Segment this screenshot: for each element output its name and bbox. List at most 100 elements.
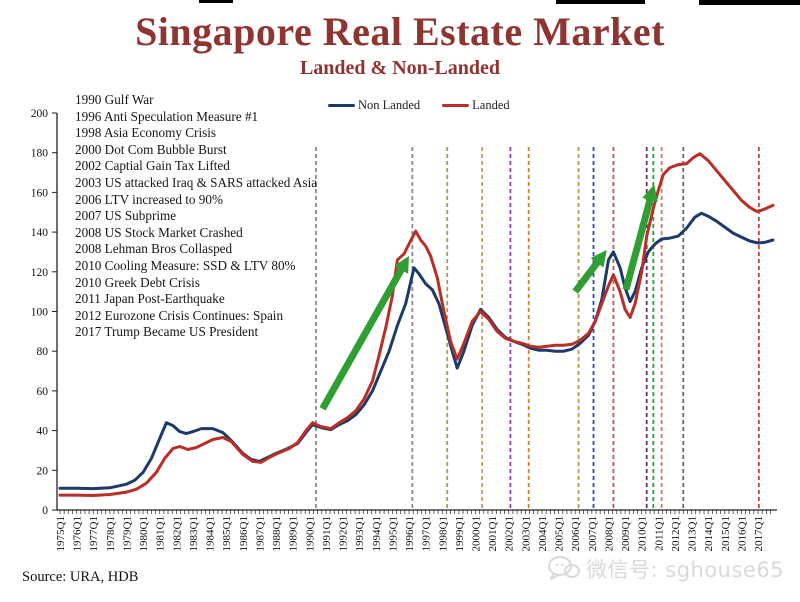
x-tick-label: 1999Q1 [454, 516, 466, 551]
event-item: 1990 Gulf War [75, 92, 154, 107]
x-tick-label: 2000Q1 [471, 516, 483, 551]
x-tick-label: 1996Q1 [404, 516, 416, 551]
x-tick-label: 2001Q1 [487, 516, 499, 551]
y-tick-label: 180 [31, 148, 49, 160]
y-tick-label: 100 [31, 307, 49, 319]
event-lines [315, 147, 760, 509]
y-tick-label: 80 [37, 346, 49, 358]
x-tick-label: 1990Q1 [304, 516, 316, 551]
trend-arrow-head [590, 249, 607, 268]
x-tick-label: 1984Q1 [205, 516, 217, 551]
x-tick-label: 1987Q1 [254, 516, 266, 551]
trend-arrow-shaft [319, 265, 406, 411]
x-tick-label: 1994Q1 [371, 516, 383, 551]
x-tick-label: 2013Q1 [687, 516, 699, 551]
event-item: 2007 US Subprime [75, 208, 177, 224]
x-tick-label: 2009Q1 [620, 516, 632, 551]
x-tick-label: 1985Q1 [221, 516, 233, 551]
y-tick-labels: 0 20 40 60 80 100 120 140 160 180 200 [31, 108, 57, 517]
y-tick-label: 140 [31, 227, 49, 239]
watermark: 微信号: sghouse65 [548, 554, 784, 584]
event-item: 2012 Eurozone Crisis Continues: Spain [75, 307, 284, 323]
trend-arrow-head [642, 184, 658, 202]
trend-arrows [319, 184, 658, 411]
x-tick-label: 1991Q1 [321, 516, 333, 551]
non-landed-line-swatch [328, 103, 355, 108]
x-tick-labels: 1975Q1 1976Q1 1977Q1 1978Q1 1979Q1 1980Q1 1981… [55, 516, 765, 551]
event-item: 2010 Cooling Measure: SSD & LTV 80% [75, 257, 296, 273]
x-tick-label: 2003Q1 [520, 516, 532, 551]
event-item: 2010 Greek Debt Crisis [75, 274, 200, 290]
legend-item-non-landed: Non Landed [328, 98, 420, 113]
x-tick-label: 2006Q1 [570, 516, 582, 551]
legend-label-non-landed: Non Landed [358, 98, 421, 112]
event-item: 2002 Captial Gain Tax Lifted [75, 158, 230, 174]
x-tick-label: 2005Q1 [554, 516, 566, 551]
event-item: 2008 Lehman Bros Collasped [75, 241, 233, 257]
event-item: 2000 Dot Com Bubble Burst [75, 141, 227, 157]
trend-arrow-shaft [622, 196, 655, 291]
x-tick-label: 1998Q1 [437, 516, 449, 551]
trend-arrow-shaft [572, 258, 602, 294]
x-tick-label: 1988Q1 [271, 516, 283, 551]
event-item: 2017 Trump Became US President [75, 324, 259, 340]
x-tick-label: 1979Q1 [121, 516, 133, 551]
source-note: Source: URA, HDB [22, 569, 139, 585]
y-tick-label: 200 [31, 108, 49, 120]
x-tick-label: 1976Q1 [72, 516, 84, 551]
event-item: 1996 Anti Speculation Measure #1 [75, 108, 259, 124]
x-tick-label: 2002Q1 [504, 516, 516, 551]
x-tick-label: 1975Q1 [55, 516, 67, 551]
top-edge-artifact [556, 0, 645, 4]
x-tick-label: 1995Q1 [387, 516, 399, 551]
x-tick-label: 1997Q1 [421, 516, 433, 551]
x-tick-label: 2017Q1 [753, 516, 765, 551]
x-tick-label: 2011Q1 [653, 516, 665, 551]
x-tick-label: 1986Q1 [238, 516, 250, 551]
x-tick-label: 1992Q1 [338, 516, 350, 551]
y-tick-label: 160 [31, 187, 49, 199]
x-tick-label: 2016Q1 [736, 516, 748, 551]
top-edge-artifact [199, 0, 233, 3]
x-tick-label: 2015Q1 [720, 516, 732, 551]
chart-subtitle: Landed & Non-Landed [299, 57, 501, 79]
x-tick-label: 1980Q1 [138, 516, 150, 551]
top-edge-artifact [699, 0, 800, 5]
y-tick-label: 60 [37, 386, 49, 398]
x-tick-label: 1977Q1 [88, 516, 100, 551]
event-item: 2008 US Stock Market Crashed [75, 224, 243, 240]
x-quarter-ticks [59, 510, 771, 514]
event-item: 2003 US attacked Iraq & SARS attacked As… [75, 174, 318, 190]
y-tick-label: 40 [37, 426, 49, 438]
legend-item-landed: Landed [442, 98, 510, 113]
wechat-bubble-icon [548, 556, 580, 580]
legend: Non Landed Landed [328, 98, 510, 113]
y-tick-label: 120 [31, 267, 49, 279]
x-tick-label: 2007Q1 [587, 516, 599, 551]
legend-label-landed: Landed [472, 98, 510, 112]
x-tick-label: 1981Q1 [155, 516, 167, 551]
watermark-text: 微信号: sghouse65 [586, 558, 785, 582]
landed-line-swatch [442, 103, 470, 108]
x-tick-label: 1982Q1 [171, 516, 183, 551]
x-tick-label: 2004Q1 [537, 516, 549, 551]
x-tick-label: 2008Q1 [603, 516, 615, 551]
x-tick-label: 2012Q1 [670, 516, 682, 551]
event-item: 2006 LTV increased to 90% [75, 191, 223, 207]
x-tick-label: 2010Q1 [637, 516, 649, 551]
event-item: 2011 Japan Post-Earthquake [75, 291, 225, 307]
event-list: 1990 Gulf War 1996 Anti Speculation Measu… [75, 92, 317, 341]
x-tick-label: 2014Q1 [703, 516, 715, 551]
x-tick-label: 1978Q1 [105, 516, 117, 551]
y-tick-label: 20 [37, 465, 49, 477]
y-tick-label: 0 [42, 505, 48, 517]
x-tick-label: 1993Q1 [354, 516, 366, 551]
landed-series [58, 152, 775, 497]
x-tick-label: 1989Q1 [288, 516, 300, 551]
x-tick-label: 1983Q1 [188, 516, 200, 551]
trend-arrow-head [394, 255, 410, 274]
event-item: 1998 Asia Economy Crisis [75, 125, 217, 141]
chart-title: Singapore Real Estate Market [135, 9, 665, 54]
